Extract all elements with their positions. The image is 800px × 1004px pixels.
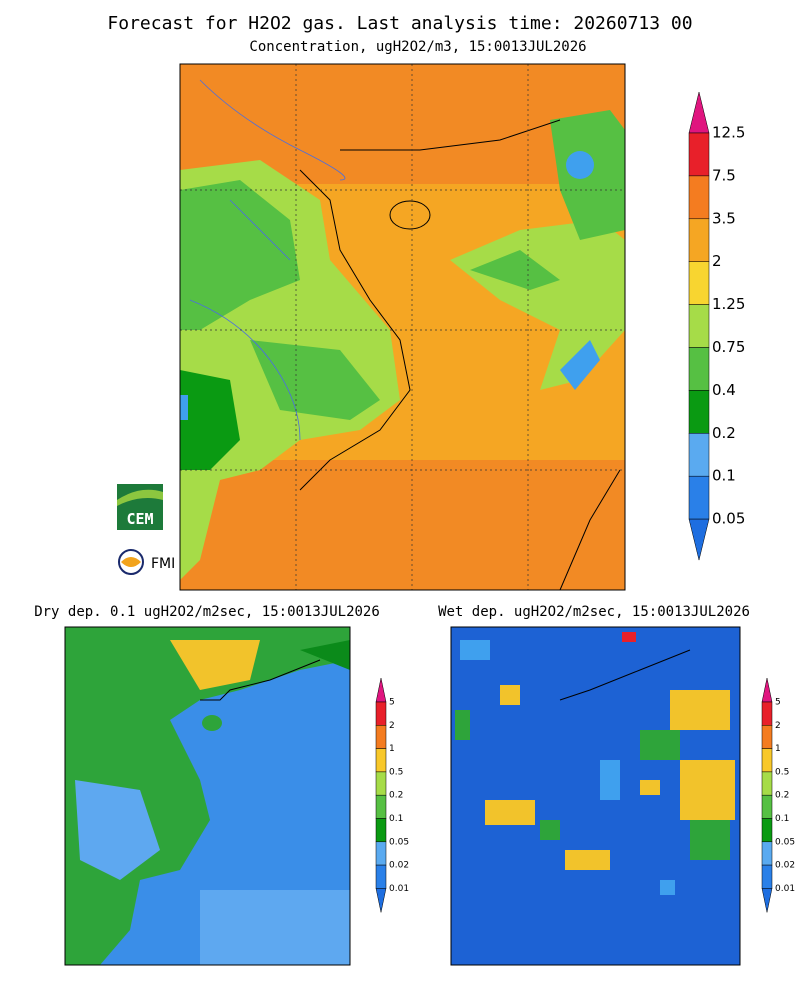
colorbar-label: 1 [775, 744, 781, 754]
colorbar-segment [375, 794, 387, 819]
colorbar-segment [688, 433, 710, 477]
colorbar-label: 0.2 [389, 791, 403, 801]
colorbar-segment [375, 841, 387, 866]
colorbar-label: 2 [389, 721, 395, 731]
colorbar-segment [688, 390, 710, 434]
colorbar-label: 3.5 [712, 209, 736, 227]
colorbar-label: 0.2 [712, 424, 736, 442]
colorbar-label: 2 [775, 721, 781, 731]
colorbar-segment [688, 304, 710, 348]
colorbar-segment [375, 701, 387, 726]
colorbar-segment [688, 132, 710, 177]
colorbar-segment [761, 864, 773, 889]
colorbar-segment [375, 818, 387, 843]
colorbar-segment [375, 725, 387, 749]
colorbar-label: 12.5 [712, 124, 745, 142]
colorbar-segment [761, 701, 773, 726]
colorbar-label: 1.25 [712, 295, 745, 313]
colorbar-segment [688, 175, 710, 220]
dry-map [64, 626, 351, 966]
colorbar-label: 0.4 [712, 381, 736, 399]
wet-map [450, 626, 741, 966]
colorbar-label: 0.5 [389, 767, 403, 777]
colorbar-segment [761, 748, 773, 773]
colorbar-label: 0.1 [389, 814, 403, 824]
main-colorbar: 12.5 7.5 3.5 2 1.25 0.75 0.4 0.2 0.1 0.05 [688, 91, 745, 561]
colorbar-label: 0.02 [389, 861, 409, 871]
colorbar-label: 1 [389, 744, 395, 754]
colorbar-label: 2 [712, 252, 722, 270]
colorbar-label: 0.01 [389, 884, 409, 894]
colorbar-segment [688, 475, 710, 520]
cem-text: CEM [126, 510, 153, 528]
colorbar-label: 7.5 [712, 166, 736, 184]
colorbar-label: 0.1 [775, 814, 789, 824]
main-map [179, 63, 626, 591]
colorbar-bottom [761, 888, 773, 913]
colorbar-label: 0.1 [712, 467, 736, 485]
colorbar-label: 5 [775, 698, 781, 708]
colorbar-label: 0.05 [712, 510, 745, 528]
colorbar-segment [761, 818, 773, 843]
colorbar-segment [375, 864, 387, 889]
colorbar-label: 0.5 [775, 767, 789, 777]
title: Forecast for H2O2 gas. Last analysis tim… [107, 13, 692, 34]
fmi-logo: FMI [118, 549, 175, 575]
colorbar-segment [761, 771, 773, 796]
colorbar-label: 0.01 [775, 884, 795, 894]
colorbar-label: 0.05 [389, 837, 409, 847]
wet-colorbar: 5 2 1 0.5 0.2 0.1 0.05 0.02 0.01 [761, 677, 795, 913]
colorbar-label: 0.2 [775, 791, 789, 801]
colorbar-label: 0.75 [712, 338, 745, 356]
subtitle: Concentration, ugH2O2/m3, 15:0013JUL2026 [249, 39, 586, 55]
colorbar-bottom [688, 518, 710, 561]
colorbar-label: 5 [389, 698, 395, 708]
colorbar-segment [688, 218, 710, 262]
colorbar-label: 0.05 [775, 837, 795, 847]
colorbar-segment [761, 725, 773, 749]
dry-colorbar: 5 2 1 0.5 0.2 0.1 0.05 0.02 0.01 [375, 677, 409, 913]
colorbar-segment [688, 261, 710, 305]
colorbar-segment [375, 771, 387, 796]
colorbar-segment [761, 841, 773, 866]
colorbar-segment [375, 748, 387, 773]
colorbar-label: 0.02 [775, 861, 795, 871]
fmi-text: FMI [151, 556, 175, 572]
colorbar-segment [761, 794, 773, 819]
wet-title: Wet dep. ugH2O2/m2sec, 15:0013JUL2026 [438, 604, 750, 620]
colorbar-bottom [375, 888, 387, 913]
cem-logo: CEM [117, 484, 163, 530]
dry-title: Dry dep. 0.1 ugH2O2/m2sec, 15:0013JUL202… [34, 604, 380, 620]
colorbar-segment [688, 347, 710, 391]
